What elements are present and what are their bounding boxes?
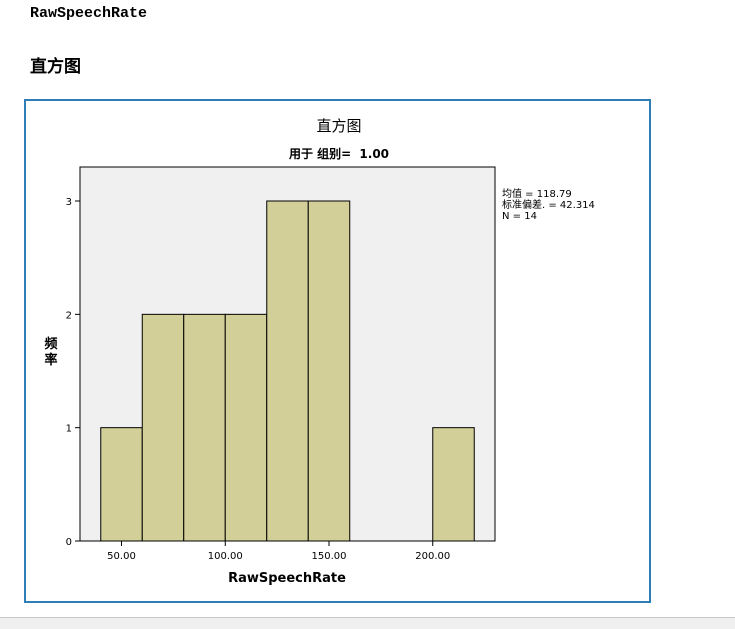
y-tick-label: 2 [66,310,72,321]
x-tick-label: 50.00 [107,551,136,562]
histogram-bar [183,313,226,542]
x-tick-label: 100.00 [208,551,243,562]
subtitle-value: 1.00 [359,147,389,161]
y-tick-label: 3 [66,197,72,208]
chart-subtitle: 用于 组别= 1.00 [288,146,389,161]
x-axis-label: RawSpeechRate [228,571,346,586]
y-tick-label: 1 [66,424,72,435]
histogram-bar [141,313,185,542]
y-axis-label-char-1: 频 [44,336,57,352]
window-bottom-edge [0,617,735,629]
x-tick-label: 150.00 [312,551,347,562]
y-axis-ticks: 0 1 2 3 [66,197,80,548]
histogram-bar [432,427,475,542]
stats-n: N = 14 [502,211,537,222]
chart-frame[interactable]: 直方图 用于 组别= 1.00 0 1 2 3 50.00 100.00 150.00 20… [24,99,651,603]
histogram-bar [100,427,143,542]
subtitle-prefix: 用于 组别= [288,146,351,161]
x-axis-ticks: 50.00 100.00 150.00 200.00 [107,541,450,562]
histogram-bar [224,313,268,542]
section-title: 直方图 [30,57,81,77]
y-tick-label: 0 [66,537,72,548]
chart-title: 直方图 [316,117,361,135]
x-tick-label: 200.00 [415,551,450,562]
y-axis-label-char-2: 率 [44,352,57,368]
bars-group [100,200,475,542]
variable-heading: RawSpeechRate [30,5,148,22]
stats-std: 标准偏差. = 42.314 [502,198,595,211]
histogram-bar [266,200,309,542]
stats-mean: 均值 = 118.79 [502,187,572,200]
histogram-chart: 直方图 用于 组别= 1.00 0 1 2 3 50.00 100.00 150.00 20… [44,117,595,586]
histogram-bar [307,200,351,542]
